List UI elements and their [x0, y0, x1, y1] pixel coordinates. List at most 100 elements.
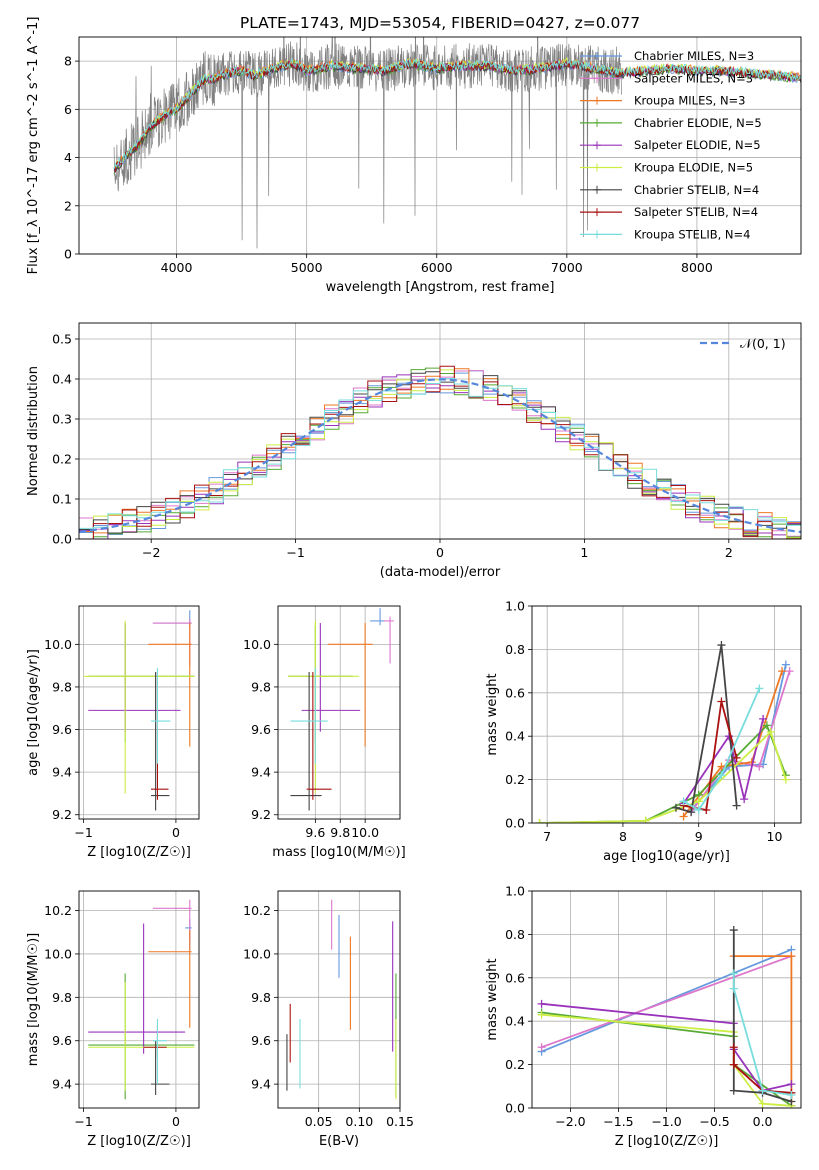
point-kroupa_elodie — [694, 797, 703, 806]
point-kroupa_elodie — [535, 819, 544, 823]
point-kroupa_stelib — [787, 1090, 796, 1099]
point-salp_stelib — [717, 697, 726, 706]
plot-area — [83, 610, 195, 811]
plot-area — [535, 641, 794, 823]
y-tick-label: 0.4 — [505, 729, 525, 744]
gridlines — [532, 605, 801, 824]
y-axis-label: Normed distribution — [26, 366, 41, 496]
errorbar-kroupa_miles — [148, 930, 192, 1028]
point-kroupa_stelib — [694, 805, 703, 814]
errorbar-salp_elodie — [301, 623, 361, 732]
point-salp_stelib — [702, 805, 711, 814]
x-axis-label: Z [log10(Z/Z☉)] — [615, 1134, 719, 1149]
point-kroupa_elodie — [641, 816, 650, 823]
x-tick-label: 0.05 — [305, 1114, 333, 1129]
legend-marker — [593, 230, 601, 239]
point-salp_miles — [537, 1043, 546, 1052]
errorbar-salp_miles — [152, 618, 192, 666]
plot-area — [88, 899, 195, 1100]
errorbar-chab_stelib — [151, 1040, 170, 1095]
y-tick-label: 2 — [64, 198, 72, 213]
panel-weight-vs-age: 7 8 9 10 0.0 0.2 0.4 0.6 0.8 1.0 age [log10(age/yr… — [485, 599, 802, 864]
point-salp_elodie — [537, 999, 546, 1008]
x-tick-label: 10.0 — [351, 825, 379, 840]
point-salp_elodie — [759, 714, 768, 723]
errorbar-kroupa_stelib — [152, 1019, 167, 1085]
legend-entry: Salpeter STELIB, N=4 — [634, 205, 758, 219]
point-chab_stelib — [729, 1086, 738, 1095]
y-tick-label: 1.0 — [505, 599, 525, 614]
panel-mass-vs-ebv: 0.05 0.10 0.15 9.4 9.6 9.8 10.0 10.2 E(B-V) — [243, 890, 414, 1149]
x-tick-label: 8000 — [681, 260, 713, 275]
errorbar-kroupa_miles — [148, 623, 192, 747]
legend-marker — [593, 74, 601, 83]
y-tick-label: 0.3 — [52, 412, 72, 427]
axes-frame — [78, 605, 200, 820]
errorbar-salp_elodie — [88, 923, 186, 1054]
x-tick-label: 0 — [436, 545, 444, 560]
y-tick-label: 9.2 — [52, 807, 72, 822]
y-tick-label: 9.6 — [52, 1033, 72, 1048]
x-tick-label: 5000 — [291, 260, 323, 275]
errorbar-salp_elodie — [88, 623, 181, 732]
y-tick-label: 0.2 — [52, 452, 72, 467]
x-axis-label: Z [log10(Z/Z☉)] — [87, 845, 191, 860]
observed-spectrum — [113, 37, 622, 249]
y-tick-label: 9.4 — [251, 765, 271, 780]
point-kroupa_stelib — [729, 969, 738, 978]
x-tick-label: 7 — [543, 829, 551, 844]
y-tick-label: 0.4 — [52, 372, 72, 387]
point-kroupa_miles — [787, 952, 796, 961]
y-tick-label: 6 — [64, 102, 72, 117]
y-tick-label: 10.2 — [243, 903, 271, 918]
point-kroupa_elodie — [766, 727, 775, 736]
x-tick-label: −1 — [286, 545, 304, 560]
point-chab_stelib — [732, 801, 741, 810]
series-chab_stelib — [732, 930, 792, 1103]
x-tick-label: 0 — [172, 1114, 180, 1129]
point-salp_elodie — [740, 795, 749, 804]
x-tick-label: 4000 — [161, 260, 193, 275]
y-tick-label: 0.2 — [505, 1057, 525, 1072]
point-chab_stelib — [717, 641, 726, 650]
y-tick-label: 9.8 — [52, 990, 72, 1005]
histogram-chab_miles — [79, 370, 801, 535]
x-axis-label: E(B-V) — [319, 1134, 359, 1149]
plot-area — [113, 37, 801, 249]
series-chab_elodie — [539, 723, 787, 823]
series-salp_miles — [541, 955, 792, 1049]
panel-residuals: −2 −1 0 1 2 0.0 0.1 0.2 0.3 0.4 0.5 (data-model)/er… — [26, 322, 802, 580]
legend: Chabrier MILES, N=3 Salpeter MILES, N=3 Kr… — [580, 49, 762, 241]
gridlines — [79, 606, 199, 819]
y-axis-label: mass weight — [485, 673, 500, 755]
figure-title: PLATE=1743, MJD=53054, FIBERID=0427, z=0… — [240, 14, 640, 32]
x-tick-label: 6000 — [421, 260, 453, 275]
y-tick-label: 9.6 — [251, 1033, 271, 1048]
errorbar-chab_elodie — [88, 973, 195, 1100]
gridlines — [278, 606, 400, 819]
y-tick-label: 10.0 — [44, 637, 72, 652]
legend-entry: Kroupa MILES, N=3 — [634, 94, 746, 108]
axes-frame — [78, 36, 802, 255]
x-tick-label: −1 — [74, 1114, 92, 1129]
y-tick-label: 0.8 — [505, 642, 525, 657]
x-tick-label: 9 — [695, 829, 703, 844]
model-kroupa_stelib — [113, 56, 801, 169]
legend-entry: Kroupa STELIB, N=4 — [634, 227, 751, 241]
y-tick-label: 0.8 — [505, 927, 525, 942]
point-salp_stelib — [729, 1043, 738, 1052]
y-tick-label: 9.4 — [251, 1077, 271, 1092]
errorbar-salp_miles — [383, 616, 394, 664]
errorbar-chab_elodie — [88, 625, 195, 743]
y-axis-label: Flux [f_λ 10^-17 erg cm^-2 s^-1 A^-1] — [26, 17, 41, 275]
y-tick-label: 0 — [64, 247, 72, 262]
point-kroupa_elodie — [537, 1010, 546, 1019]
y-tick-label: 0.1 — [52, 492, 72, 507]
panel-spectrum: 4000 5000 6000 7000 8000 0 2 4 6 8 wavelength [Ang… — [26, 17, 802, 295]
x-axis-label: mass [log10(M/M☉)] — [272, 845, 405, 860]
histogram-kroupa_stelib — [79, 378, 801, 529]
legend-marker — [593, 52, 601, 60]
y-tick-label: 9.6 — [52, 722, 72, 737]
plot-area — [287, 608, 394, 811]
legend-marker — [593, 141, 601, 150]
